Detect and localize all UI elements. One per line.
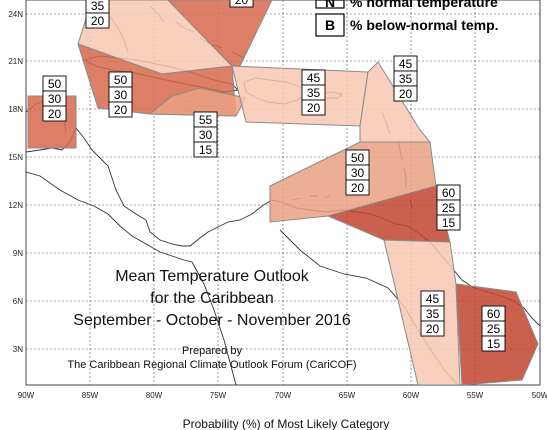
region-value-belize: 30 [48, 92, 62, 106]
region-value-trinidad-tobago: 15 [442, 216, 456, 230]
value-box-cell [193, 141, 218, 158]
map-title-line3: September - October - November 2016 [73, 312, 351, 329]
longitude-tick-label: 90W [18, 391, 35, 400]
longitude-tick-label: 85W [82, 391, 99, 400]
region-value-suriname: 25 [487, 322, 501, 336]
legend-key-below: B [325, 17, 335, 33]
latitude-tick-label: 9N [13, 249, 23, 258]
legend-key-normal: N [325, 0, 335, 10]
region-value-jamaica: 55 [199, 113, 213, 127]
longitude-tick-label: 60W [403, 391, 420, 400]
map-caption: Probability (%) of Most Likely Category [183, 417, 390, 430]
region-value-jamaica: 30 [199, 128, 213, 142]
legend-label-below: % below-normal temp. [350, 17, 499, 33]
region-value-boxes: 3520205030205030205530154535204535205030… [42, 0, 506, 352]
value-box-cell [481, 335, 506, 352]
credit-line2: The Caribbean Regional Climate Outlook F… [67, 359, 356, 371]
region-value-suriname: 15 [487, 337, 501, 351]
region-value-leeward-islands: 35 [399, 72, 413, 86]
value-box-cell [301, 99, 326, 116]
region-value-jamaica: 15 [199, 143, 213, 157]
region-value-leeward-islands: 20 [399, 87, 413, 101]
region-value-hispaniola-puerto-rico: 20 [307, 101, 321, 115]
region-value-belize: 20 [48, 107, 62, 121]
region-value-belize: 50 [48, 77, 62, 91]
latitude-tick-labels: 24N 21N 18N 15N 12N 9N 6N 3N [8, 10, 23, 354]
longitude-tick-label: 50W [532, 391, 547, 400]
value-box-cell [420, 320, 445, 337]
longitude-tick-label: 55W [467, 391, 484, 400]
region-value-bahamas-north: 35 [91, 0, 105, 13]
value-box-cell [85, 12, 110, 29]
latitude-tick-label: 18N [8, 105, 23, 114]
region-value-guyana: 20 [426, 322, 440, 336]
latitude-tick-label: 21N [8, 57, 23, 66]
region-value-western-cuba-caymans: 50 [114, 73, 128, 87]
region-value-leeward-islands: 45 [399, 57, 413, 71]
credit-line1: Prepared by [182, 345, 242, 357]
value-box-cell [42, 105, 67, 122]
legend: N % normal temperature B % below-normal … [315, 0, 499, 37]
region-value-windward-abc-islands: 20 [351, 181, 365, 195]
region-value-bahamas-north: 20 [91, 14, 105, 28]
map-title-line1: Mean Temperature Outlook [115, 268, 310, 285]
colombia-interior [191, 261, 237, 385]
region-value-western-cuba-caymans: 20 [114, 103, 128, 117]
region-hispaniola [231, 65, 369, 127]
longitude-tick-label: 65W [339, 391, 356, 400]
latitude-tick-label: 15N [8, 153, 23, 162]
legend-key-box-below [315, 13, 345, 37]
latitude-tick-label: 6N [13, 297, 23, 306]
map-title-line2: for the Caribbean [150, 290, 274, 307]
region-value-hispaniola-puerto-rico: 45 [307, 71, 321, 85]
legend-key-box-normal [315, 0, 345, 9]
longitude-tick-label: 75W [210, 391, 227, 400]
region-value-trinidad-tobago: 60 [442, 186, 456, 200]
latitude-tick-label: 12N [8, 201, 23, 210]
latitude-tick-label: 24N [8, 10, 23, 19]
value-box-cell [108, 101, 133, 118]
region-value-western-cuba-caymans: 30 [114, 88, 128, 102]
region-value-windward-abc-islands: 30 [351, 166, 365, 180]
longitude-tick-labels: 90W 85W 80W 75W 70W 65W 60W 55W 50W [18, 391, 547, 400]
central-america-pacific [26, 171, 193, 263]
region-value-bahamas-east: 20 [235, 0, 249, 7]
region-value-trinidad-tobago: 25 [442, 201, 456, 215]
region-value-windward-abc-islands: 50 [351, 151, 365, 165]
longitude-tick-label: 70W [275, 391, 292, 400]
value-box-cell [229, 0, 254, 8]
region-value-hispaniola-puerto-rico: 35 [307, 86, 321, 100]
value-box-cell [436, 214, 461, 231]
region-value-guyana: 35 [426, 307, 440, 321]
legend-label-normal: % normal temperature [350, 0, 498, 10]
value-box-cell [345, 179, 370, 196]
region-value-guyana: 45 [426, 292, 440, 306]
value-box-cell [393, 85, 418, 102]
longitude-tick-label: 80W [146, 391, 163, 400]
latitude-tick-label: 3N [13, 345, 23, 354]
region-jamaica [148, 87, 247, 117]
region-value-suriname: 60 [487, 307, 501, 321]
